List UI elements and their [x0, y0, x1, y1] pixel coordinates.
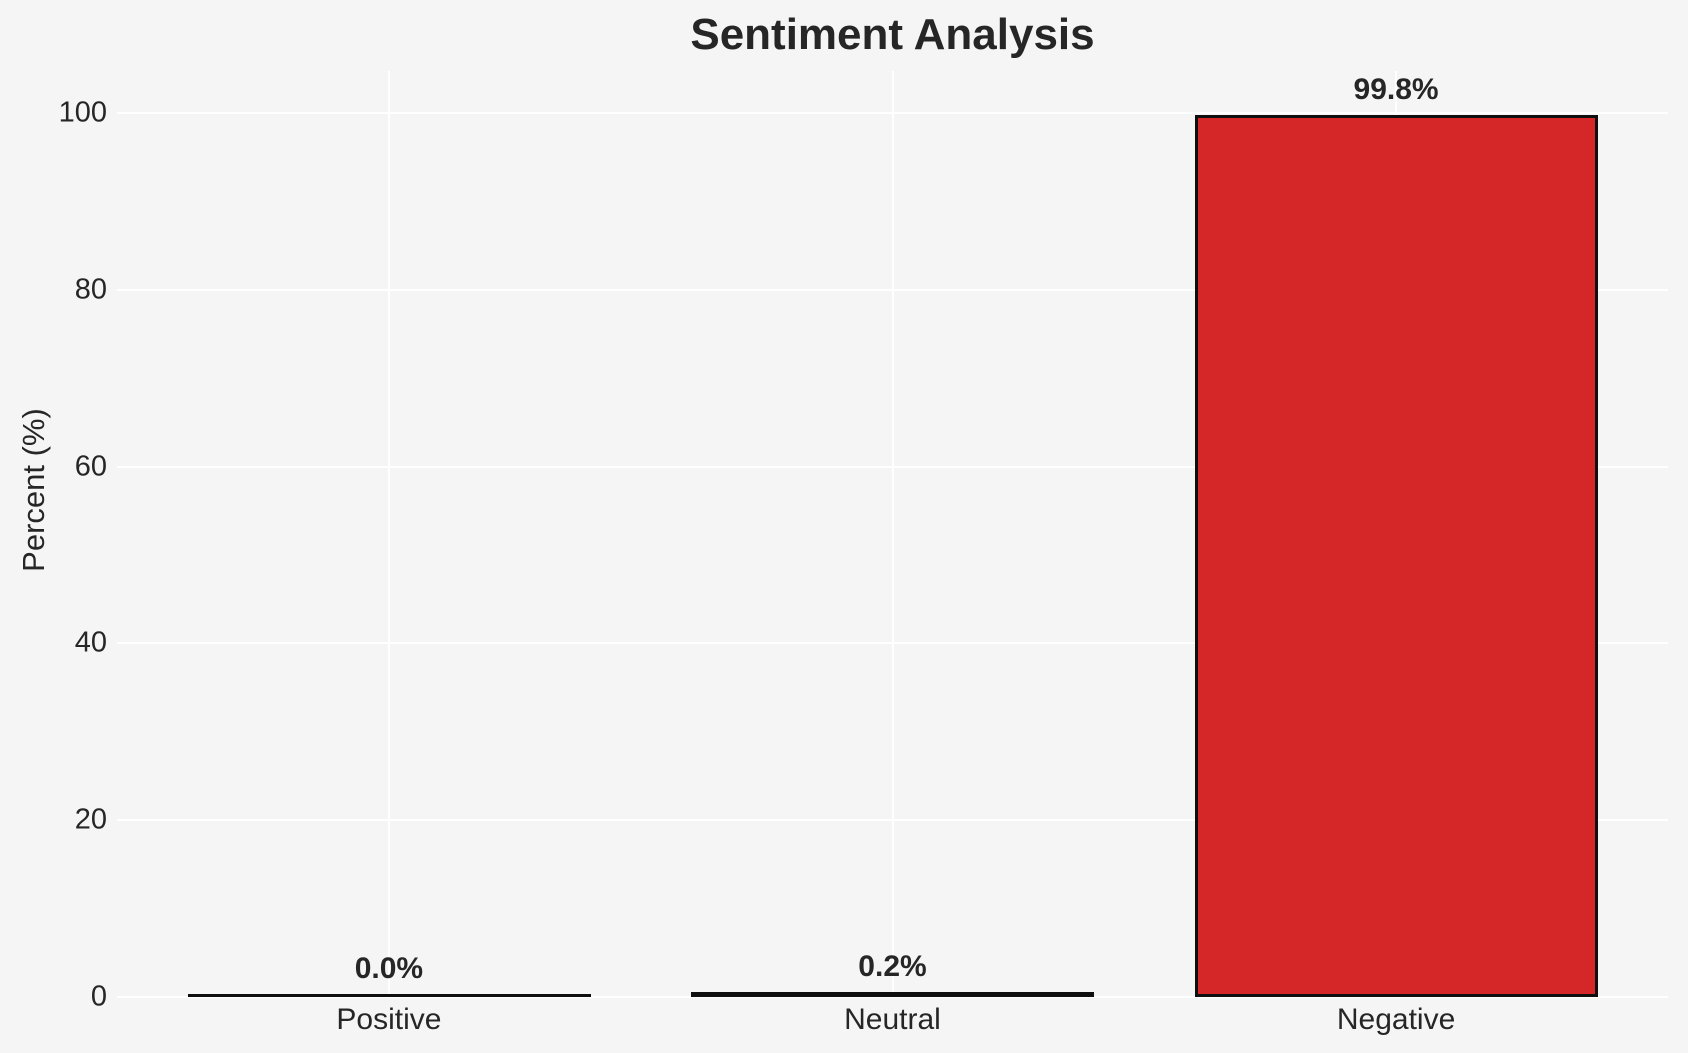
chart-title: Sentiment Analysis [690, 10, 1095, 59]
bar-value-label-negative: 99.8% [1353, 73, 1439, 106]
x-tick-label-negative: Negative [1336, 1003, 1456, 1036]
x-tick-label-positive: Positive [336, 1003, 442, 1036]
bar-value-label-neutral: 0.2% [858, 950, 927, 983]
y-axis-label: Percent (%) [16, 408, 51, 572]
y-tick-label: 20 [74, 803, 107, 836]
plot-area: 0.0% 0.2% 99.8% [117, 71, 1668, 998]
x-gridline [387, 71, 390, 997]
y-tick-label: 40 [74, 626, 107, 659]
bar-value-label-positive: 0.0% [354, 952, 424, 985]
y-gridline [117, 996, 1668, 998]
bar-positive [188, 994, 591, 997]
y-tick-label: 100 [58, 96, 107, 129]
y-tick-label: 60 [74, 450, 107, 483]
y-tick-label: 80 [74, 273, 107, 306]
x-tick-label-neutral: Neutral [844, 1003, 941, 1036]
bar-negative [1195, 115, 1598, 997]
x-gridline [891, 71, 894, 997]
y-tick-label: 0 [90, 980, 107, 1013]
bar-neutral [691, 992, 1094, 997]
